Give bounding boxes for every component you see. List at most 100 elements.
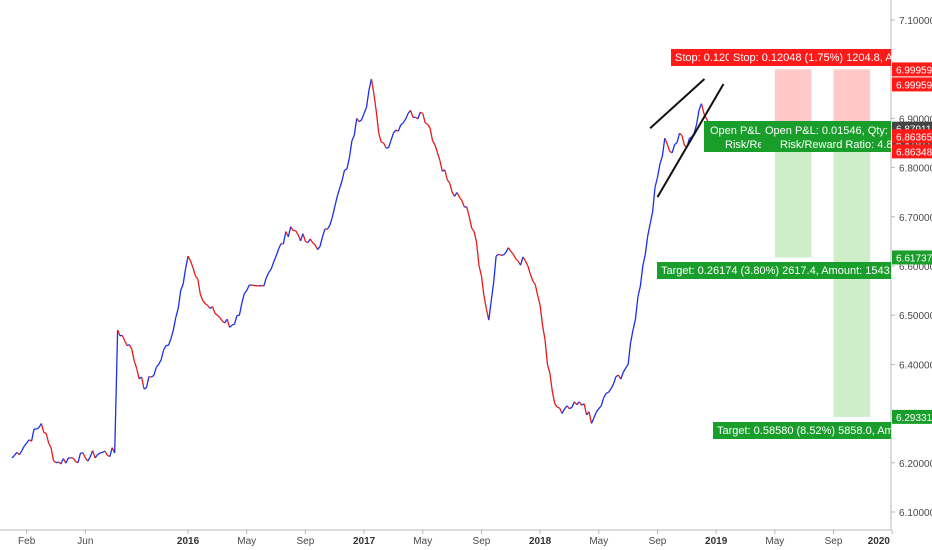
- price-tag: 6.86348: [892, 144, 932, 159]
- price-segment: [402, 118, 407, 124]
- price-segment: [246, 284, 250, 291]
- wedge-trendlines[interactable]: [649, 78, 725, 198]
- price-segment: [608, 388, 612, 393]
- price-segment: [695, 109, 700, 125]
- price-segment: [365, 90, 370, 108]
- price-segment: [612, 376, 617, 385]
- price-segment: [507, 247, 512, 252]
- price-segment: [192, 267, 196, 277]
- price-segment: [358, 119, 363, 123]
- price-segment: [348, 140, 353, 158]
- target-label-2[interactable]: Target: 0.58580 (8.52%) 5858.0, Am: [713, 422, 894, 439]
- price-segment: [551, 391, 556, 404]
- price-segment: [420, 111, 424, 115]
- pnl-label-1[interactable]: Open P&L: Risk/Rew: [704, 121, 772, 152]
- price-segment: [453, 192, 458, 197]
- price-segment: [461, 200, 465, 208]
- price-segment: [595, 408, 600, 413]
- price-segment: [632, 318, 637, 331]
- pnl-label-2-line2: Risk/Reward Ratio: 4.86: [780, 139, 899, 151]
- y-tick-label: 6.60000: [899, 262, 932, 273]
- price-segment: [361, 113, 365, 120]
- price-segment: [605, 391, 609, 394]
- price-segment: [268, 268, 272, 273]
- price-tag-text: 6.86348: [896, 147, 932, 158]
- price-segment: [299, 233, 304, 242]
- price-segment: [527, 265, 531, 275]
- price-segment: [490, 282, 495, 302]
- price-segment: [309, 238, 314, 244]
- price-segment: [434, 144, 439, 154]
- price-segment: [471, 227, 475, 232]
- price-segment: [94, 454, 99, 459]
- price-segment: [60, 458, 64, 465]
- price-segment: [444, 169, 448, 180]
- price-segment: [158, 359, 162, 365]
- price-segment: [238, 302, 243, 316]
- stop-label-1[interactable]: Stop: 0.120: [671, 49, 731, 66]
- price-segment: [380, 141, 384, 144]
- price-segment: [307, 238, 311, 244]
- stop-label-2-text: Stop: 0.12048 (1.75%) 1204.8, Am: [733, 52, 902, 64]
- price-segment: [392, 129, 397, 134]
- price-segment: [214, 312, 218, 316]
- price-segment: [55, 461, 59, 464]
- pnl-label-2[interactable]: Open P&L: 0.01546, Qty: 2 Risk/Reward Ra…: [761, 121, 899, 152]
- time-axis[interactable]: Feb Jun 2016 May Sep 2017 May Sep 2018 May Sep 2019…: [18, 530, 893, 547]
- price-segment: [167, 338, 172, 346]
- price-segment: [177, 290, 182, 309]
- price-segment: [302, 233, 307, 242]
- price-segment: [65, 457, 69, 464]
- price-segment: [642, 254, 646, 267]
- price-segment: [493, 256, 497, 283]
- price-segment: [341, 170, 346, 181]
- price-segment: [204, 303, 208, 306]
- price-segment: [539, 305, 544, 326]
- price-segment: [170, 329, 174, 339]
- x-tick-label: May: [589, 536, 608, 547]
- y-tick-label: 6.80000: [899, 164, 932, 175]
- price-segment: [498, 253, 502, 256]
- price-segment: [556, 406, 560, 409]
- price-segment: [50, 447, 55, 461]
- target-label-1[interactable]: Target: 0.26174 (3.80%) 2617.4, Amount: …: [657, 262, 899, 279]
- x-tick-label: May: [413, 536, 432, 547]
- price-tag-text: 6.61737: [896, 253, 932, 264]
- price-segment: [136, 368, 140, 379]
- price-tag-text: 6.99959: [896, 65, 932, 76]
- price-segment: [370, 78, 375, 94]
- price-segment: [172, 317, 177, 331]
- price-tag-text: 6.99959: [896, 80, 932, 91]
- price-segment: [155, 363, 160, 368]
- y-tick-label: 6.10000: [899, 508, 932, 519]
- price-segment: [344, 168, 348, 171]
- price-segment: [23, 442, 28, 447]
- price-segment: [627, 342, 632, 365]
- price-segment: [145, 376, 150, 388]
- price-segment: [676, 132, 681, 143]
- wedge-line-2: [656, 83, 725, 198]
- x-tick-label: Sep: [297, 536, 315, 547]
- x-tick-label: 2019: [705, 536, 728, 547]
- stop-label-2[interactable]: Stop: 0.12048 (1.75%) 1204.8, Am: [729, 49, 902, 66]
- price-segment: [524, 260, 529, 267]
- price-segment: [319, 236, 324, 247]
- price-segment: [62, 458, 67, 464]
- price-segment: [634, 296, 639, 320]
- price-series: [11, 78, 719, 465]
- y-tick-label: 6.40000: [899, 360, 932, 371]
- price-segment: [510, 250, 514, 255]
- price-segment: [505, 247, 509, 253]
- price-segment: [674, 142, 678, 146]
- target-label-1-text: Target: 0.26174 (3.80%) 2617.4, Amount: …: [661, 265, 899, 277]
- price-tag-bg: [892, 409, 932, 424]
- price-segment: [390, 132, 395, 141]
- price-segment: [519, 256, 524, 266]
- price-segment: [661, 137, 666, 157]
- price-segment: [427, 124, 431, 129]
- price-segment: [72, 457, 77, 462]
- price-segment: [312, 242, 316, 246]
- price-segment: [583, 403, 588, 416]
